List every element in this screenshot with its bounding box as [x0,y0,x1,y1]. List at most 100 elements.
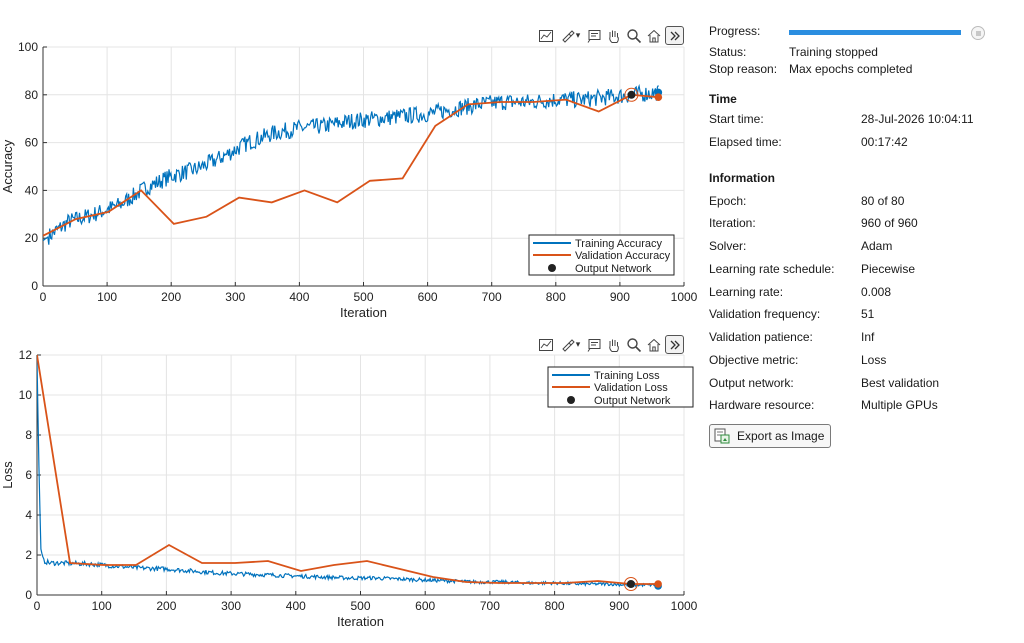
expand-icon[interactable] [665,26,684,45]
info-field-label: Objective metric: [709,353,799,367]
info-field-value: Inf [861,330,875,344]
x-tick-label: 200 [156,599,176,613]
export-as-image-button[interactable]: Export as Image [709,424,832,448]
loss-axes-toolbar: ▾ [537,335,684,354]
start-time-value: 28-Jul-2026 10:04:11 [861,112,974,126]
expand-icon[interactable] [665,335,684,354]
accuracy-plot[interactable]: ▾ 0 100 200 300 400 500 600 700 800 900 1000 0 20 40 6… [0,0,700,320]
x-tick-label: 200 [161,290,181,304]
legend-output-label: Output Network [575,263,652,275]
zoom-icon[interactable] [625,27,643,45]
info-field-value: Adam [861,239,893,253]
pan-icon[interactable] [605,27,623,45]
elapsed-time-label: Elapsed time: [709,135,782,149]
info-field-value: 960 of 960 [861,216,918,230]
info-field-value: Best validation [861,376,940,390]
export-as-image-label: Export as Image [737,429,825,443]
y-tick-label: 100 [18,40,38,54]
info-field-value: 80 of 80 [861,194,905,208]
legend-training-label: Training Accuracy [575,238,663,250]
x-tick-label: 600 [418,290,438,304]
time-header: Time [709,92,737,106]
validation-series-line [37,354,659,585]
output-network-ring [623,577,638,591]
y-tick-label: 0 [25,588,32,602]
x-tick-label: 500 [353,290,373,304]
x-tick-label: 400 [289,290,309,304]
brush-icon[interactable]: ▾ [557,27,583,45]
loss-chart-svg: 0 100 200 300 400 500 600 700 800 900 1000 0 2 4 6 8 10 1… [0,348,698,629]
legend-icon[interactable] [537,27,555,45]
y-tick-label: 60 [25,136,39,150]
legend-icon[interactable] [537,336,555,354]
x-tick-label: 300 [221,599,241,613]
status-value: Training stopped [789,45,878,59]
x-tick-label: 500 [350,599,370,613]
y-axis-label: Accuracy [0,139,15,193]
info-field-value: Loss [861,353,887,367]
progress-bar-fill [789,30,961,35]
validation-final-point [654,93,663,101]
home-icon[interactable] [645,27,663,45]
brush-icon[interactable]: ▾ [557,336,583,354]
x-tick-label: 900 [609,599,629,613]
y-tick-label: 8 [25,428,32,442]
legend-output-label: Output Network [594,395,671,407]
chevron-down-icon[interactable]: ▾ [575,339,581,349]
info-field-label: Validation frequency: [709,307,821,321]
y-tick-label: 20 [25,231,39,245]
info-field-label: Solver: [709,239,747,253]
progress-label: Progress: [709,24,761,38]
home-icon[interactable] [645,336,663,354]
validation-series-line [43,93,659,237]
zoom-icon[interactable] [625,336,643,354]
y-tick-label: 4 [25,508,32,522]
y-tick-label: 2 [25,548,32,562]
datatip-icon[interactable] [585,27,603,45]
export-image-icon [714,428,730,444]
y-tick-label: 40 [25,183,39,197]
output-network-point [626,580,635,588]
x-tick-label: 400 [286,599,306,613]
x-tick-label: 700 [482,290,502,304]
x-tick-label: 100 [92,599,112,613]
x-tick-label: 1000 [671,599,698,613]
accuracy-chart-svg: 0 100 200 300 400 500 600 700 800 900 1000 0 20 40 60 8… [0,40,698,320]
progress-bar [789,30,961,35]
x-tick-label: 800 [546,290,566,304]
legend-output-swatch [548,264,556,272]
chevron-down-icon[interactable]: ▾ [575,30,581,40]
info-field-value: 0.008 [861,285,892,299]
loss-plot[interactable]: ▾ 0 100 200 300 400 500 600 700 800 900 1000 0 2 4 6 8 1… [0,320,700,640]
elapsed-time-value: 00:17:42 [861,135,908,149]
x-axis-label: Iteration [340,305,387,320]
info-field-value: 51 [861,307,875,321]
info-field-label: Learning rate: [709,285,784,299]
x-tick-label: 700 [480,599,500,613]
y-tick-label: 10 [19,388,33,402]
info-field-label: Epoch: [709,194,747,208]
info-field-label: Iteration: [709,216,756,230]
info-field-value: Multiple GPUs [861,398,938,412]
legend-validation-label: Validation Loss [594,382,668,394]
legend-output-swatch [567,396,575,404]
legend-training-label: Training Loss [594,370,660,382]
datatip-icon[interactable] [585,336,603,354]
training-series-line [43,83,659,245]
stop-training-button[interactable] [971,26,985,40]
info-field-label: Learning rate schedule: [709,262,835,276]
x-tick-label: 600 [415,599,435,613]
y-axis-label: Loss [0,461,15,489]
output-network-ring [624,87,639,102]
x-tick-label: 100 [97,290,117,304]
output-network-point [627,90,636,99]
x-tick-label: 800 [545,599,565,613]
x-tick-label: 0 [34,599,41,613]
validation-final-point [654,580,662,588]
x-axis-label: Iteration [337,614,384,629]
info-field-label: Validation patience: [709,330,813,344]
pan-icon[interactable] [605,336,623,354]
status-label: Status: [709,45,747,59]
y-tick-label: 80 [25,88,39,102]
stop-reason-value: Max epochs completed [789,62,913,76]
